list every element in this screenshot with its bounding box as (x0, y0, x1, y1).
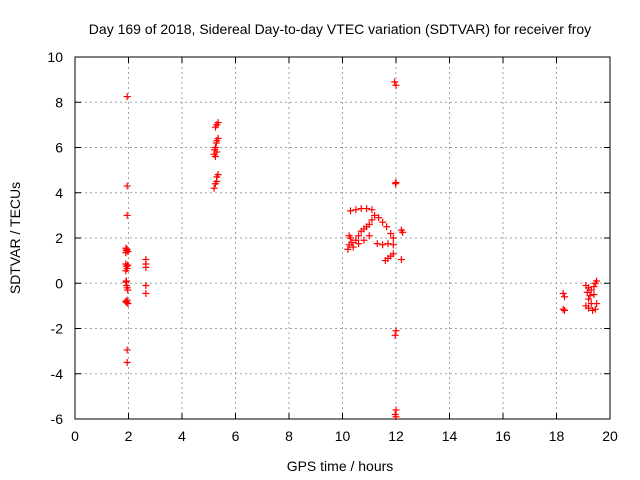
data-point (371, 211, 379, 219)
data-point (122, 249, 130, 257)
data-point (142, 260, 150, 268)
y-tick-label: 0 (55, 275, 63, 291)
x-tick-label: 20 (602, 428, 618, 444)
data-point (124, 261, 132, 269)
data-point (373, 240, 381, 248)
x-tick-label: 4 (178, 428, 186, 444)
data-point (590, 283, 598, 291)
data-point (593, 277, 601, 285)
data-point (585, 304, 593, 312)
y-tick-label: 10 (47, 49, 63, 65)
data-point (211, 144, 219, 151)
data-point (123, 358, 131, 366)
y-axis-label: SDTVAR / TECUs (7, 182, 23, 294)
data-point (123, 182, 131, 190)
data-point (211, 153, 219, 161)
data-point (559, 305, 567, 313)
data-point (360, 236, 368, 244)
data-points (122, 78, 601, 421)
data-point (142, 289, 150, 297)
data-point (392, 406, 400, 414)
y-tick-label: -2 (51, 321, 64, 337)
data-point (391, 331, 399, 339)
data-point (585, 295, 593, 303)
data-point (349, 243, 357, 251)
data-point (387, 229, 395, 237)
data-point (365, 232, 373, 240)
data-point (214, 134, 222, 142)
data-point (210, 184, 218, 192)
data-point (347, 207, 355, 215)
data-point (368, 206, 376, 214)
data-point (352, 206, 360, 214)
data-point (213, 148, 221, 156)
data-point (397, 255, 405, 263)
data-point (379, 241, 387, 249)
x-tick-label: 12 (388, 428, 404, 444)
data-point (214, 171, 222, 179)
x-tick-label: 6 (232, 428, 240, 444)
x-axis-label: GPS time / hours (287, 458, 394, 474)
data-point (391, 180, 399, 188)
data-point (123, 296, 131, 304)
data-point (348, 239, 356, 247)
data-point (365, 220, 373, 228)
data-point (590, 291, 598, 299)
data-point (355, 240, 363, 248)
data-point (123, 346, 131, 354)
x-tick-labels: 0 2 4 6 8 10 12 14 16 18 20 (71, 428, 618, 444)
y-tick-label: 6 (55, 140, 63, 156)
x-tick-label: 18 (549, 428, 565, 444)
data-point (122, 267, 130, 275)
data-point (392, 81, 400, 89)
data-point (379, 218, 387, 226)
data-point (368, 216, 376, 224)
data-point (142, 282, 150, 290)
x-tick-label: 16 (495, 428, 511, 444)
data-point (586, 292, 594, 300)
data-point (124, 286, 132, 294)
y-tick-label: 8 (55, 94, 63, 110)
data-point (392, 327, 400, 335)
data-point (399, 228, 407, 236)
data-point (213, 177, 221, 185)
y-tick-label: 2 (55, 230, 63, 246)
data-point (375, 214, 383, 222)
data-point (389, 241, 397, 249)
data-point (123, 211, 131, 219)
data-point (123, 93, 131, 101)
data-point (214, 119, 222, 127)
data-point (561, 306, 569, 314)
chart-title: Day 169 of 2018, Sidereal Day-to-day VTE… (89, 21, 591, 37)
x-tick-label: 10 (335, 428, 351, 444)
data-point (559, 289, 567, 297)
x-tick-label: 14 (442, 428, 458, 444)
y-tick-labels: -6 -4 -2 0 2 4 6 8 10 (47, 49, 63, 427)
data-point (389, 250, 397, 258)
data-point (345, 232, 353, 240)
data-point (355, 232, 363, 240)
x-tick-label: 8 (285, 428, 293, 444)
data-point (391, 78, 399, 86)
x-tick-label: 0 (71, 428, 79, 444)
data-point (363, 205, 371, 213)
y-tick-label: -4 (51, 366, 64, 382)
data-point (561, 293, 569, 301)
x-tick-label: 2 (125, 428, 133, 444)
data-point (124, 300, 132, 308)
data-point (344, 245, 352, 253)
data-point (383, 223, 391, 231)
data-point (591, 305, 599, 313)
data-point (389, 234, 397, 242)
data-point (122, 277, 130, 285)
data-point (384, 240, 392, 248)
axis-ticks (74, 56, 611, 420)
data-point (392, 413, 400, 421)
data-point (593, 300, 601, 308)
y-tick-label: 4 (55, 185, 63, 201)
y-tick-label: -6 (51, 411, 64, 427)
grid-lines (75, 57, 610, 419)
